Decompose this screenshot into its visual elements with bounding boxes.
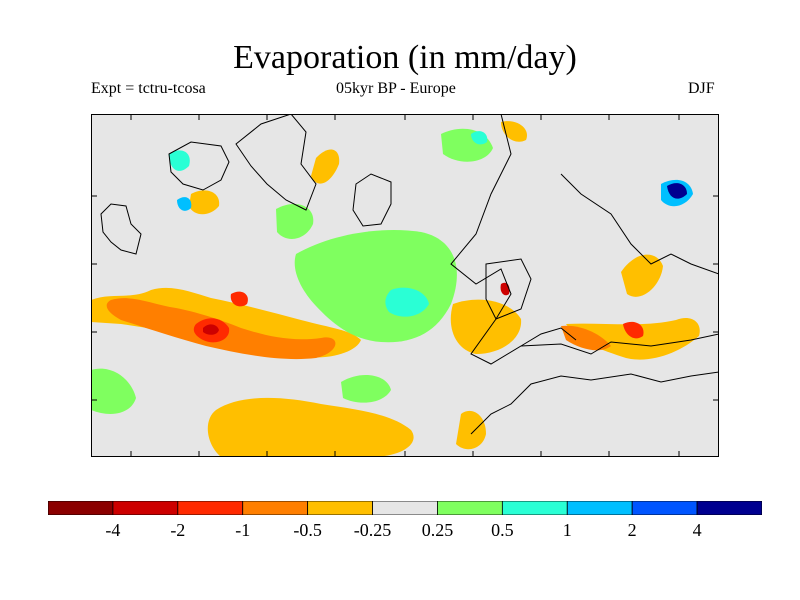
evaporation-map	[91, 114, 719, 457]
legend-swatch-10	[696, 501, 762, 515]
season-label: DJF	[688, 80, 715, 97]
legend-swatch-3	[242, 501, 309, 515]
central-atlantic-cyan	[385, 287, 429, 317]
south-atlantic-orange	[207, 397, 414, 457]
chart-title: Evaporation (in mm/day)	[233, 39, 577, 76]
legend-swatch-0	[48, 501, 114, 515]
legend-label: 4	[692, 520, 702, 540]
legend-label: 1	[562, 520, 572, 540]
eastern-coast	[560, 173, 719, 275]
coastlines	[100, 114, 719, 435]
period-region-label: 05kyr BP - Europe	[336, 80, 456, 97]
legend-swatch-9	[631, 501, 698, 515]
legend-label: 0.5	[491, 520, 514, 540]
legend-swatch-2	[177, 501, 244, 515]
legend-swatch-5	[372, 501, 438, 515]
atlantic-dark-core	[203, 324, 219, 335]
iceland-orange	[189, 190, 220, 215]
experiment-label: Expt = tctru-tcosa	[91, 80, 206, 97]
legend-swatch-1	[112, 501, 179, 515]
western-atlantic-green	[91, 368, 136, 414]
greenland-coast	[100, 203, 142, 255]
mid-ocean-orange	[456, 410, 486, 450]
legend-swatch-7	[501, 501, 568, 515]
iberia-coast	[485, 258, 532, 320]
scandinavia-cyan	[471, 131, 488, 145]
negative-anomaly-fields	[91, 121, 700, 457]
british-isles-coast	[352, 173, 392, 227]
norway-orange	[311, 149, 340, 184]
med-coast	[520, 327, 577, 347]
positive-anomaly-fields	[91, 128, 693, 414]
caspian-dark-blue	[667, 183, 687, 199]
north-africa-coast	[470, 371, 719, 435]
legend-label: -0.25	[353, 520, 392, 540]
north-africa-orange	[566, 317, 700, 360]
scandinavia-coast	[235, 114, 317, 211]
legend-label: -4	[105, 520, 121, 540]
legend-label: -0.5	[293, 520, 322, 540]
legend-label: -1	[235, 520, 251, 540]
color-legend	[48, 501, 762, 515]
iceland-blue	[177, 197, 192, 211]
legend-swatch-6	[437, 501, 503, 515]
iceland-coast	[168, 141, 230, 191]
mid-atlantic-green-2	[341, 375, 391, 403]
legend-label: 2	[627, 520, 637, 540]
iberia-orange	[450, 299, 522, 354]
legend-label: -2	[170, 520, 186, 540]
baltic-orange	[501, 121, 527, 142]
greenland-red	[230, 291, 248, 307]
legend-label: 0.25	[421, 520, 454, 540]
legend-swatch-4	[307, 501, 373, 515]
med-east-red	[561, 325, 611, 351]
greenland-cyan	[169, 150, 190, 171]
axis-ticks	[91, 114, 719, 457]
norwegian-sea-green	[276, 203, 314, 239]
black-sea-orange	[621, 254, 663, 297]
legend-swatch-8	[566, 501, 633, 515]
med-aegean-red	[623, 321, 644, 339]
